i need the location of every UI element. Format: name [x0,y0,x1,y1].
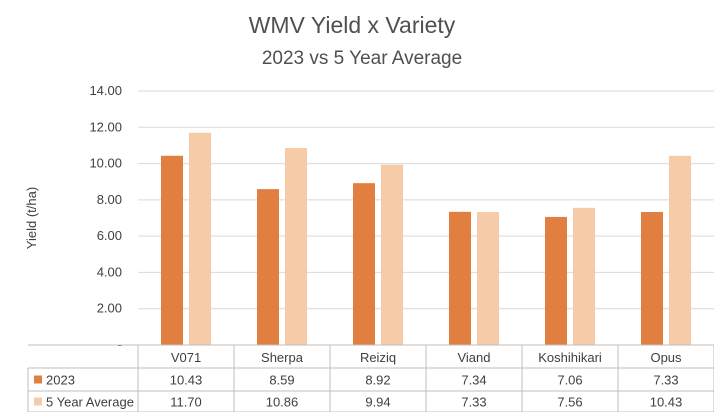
bar-2023 [161,155,183,345]
data-label: 7.33 [653,373,678,388]
chart-subtitle: 2023 vs 5 Year Average [262,48,462,69]
bar-5yr-average [573,207,595,345]
y-axis-label: Yield (t/ha) [24,187,39,249]
y-tick-label: 10.00 [89,156,122,171]
legend-label: 5 Year Average [46,395,134,410]
category-label: Sherpa [261,350,304,365]
legend-swatch [34,397,42,406]
bar-2023 [545,216,567,345]
legend-label: 2023 [46,373,75,388]
bars [161,132,691,345]
data-label: 7.34 [461,373,486,388]
data-label: 10.43 [170,373,203,388]
bar-5yr-average [381,164,403,345]
data-label: 9.94 [365,395,390,410]
data-label: 8.59 [269,373,294,388]
data-label: 11.70 [170,395,202,410]
legend-swatch [34,375,42,384]
chart-title: WMV Yield x Variety [249,12,456,38]
y-tick-label: 2.00 [97,301,122,316]
data-label: 7.06 [557,373,582,388]
gridlines [138,90,714,310]
category-label: V071 [171,350,201,365]
data-label: 10.43 [650,395,683,410]
y-tick-label: 14.00 [89,83,122,98]
data-label: 10.86 [266,395,299,410]
data-table: V071 Sherpa Reiziq Viand Koshihikari Opus 2023… [27,344,714,412]
bar-5yr-average [189,132,211,345]
category-label: Viand [457,350,490,365]
bar-5yr-average [669,155,691,345]
category-label: Reiziq [360,350,396,365]
bar-2023 [641,212,663,345]
bar-5yr-average [477,212,499,345]
bar-2023 [449,211,471,345]
bar-2023 [353,183,375,345]
y-tick-label: 8.00 [97,192,122,207]
bar-2023 [257,189,279,345]
bar-5yr-average [285,147,307,345]
data-label: 7.56 [557,395,582,410]
data-label: 7.33 [461,395,486,410]
category-label: Koshihikari [538,350,602,365]
y-tick-label: 6.00 [97,228,122,243]
y-tick-label: 4.00 [97,264,122,279]
y-tick-label: 12.00 [89,119,122,134]
data-label: 8.92 [365,373,390,388]
category-label: Opus [650,350,682,365]
